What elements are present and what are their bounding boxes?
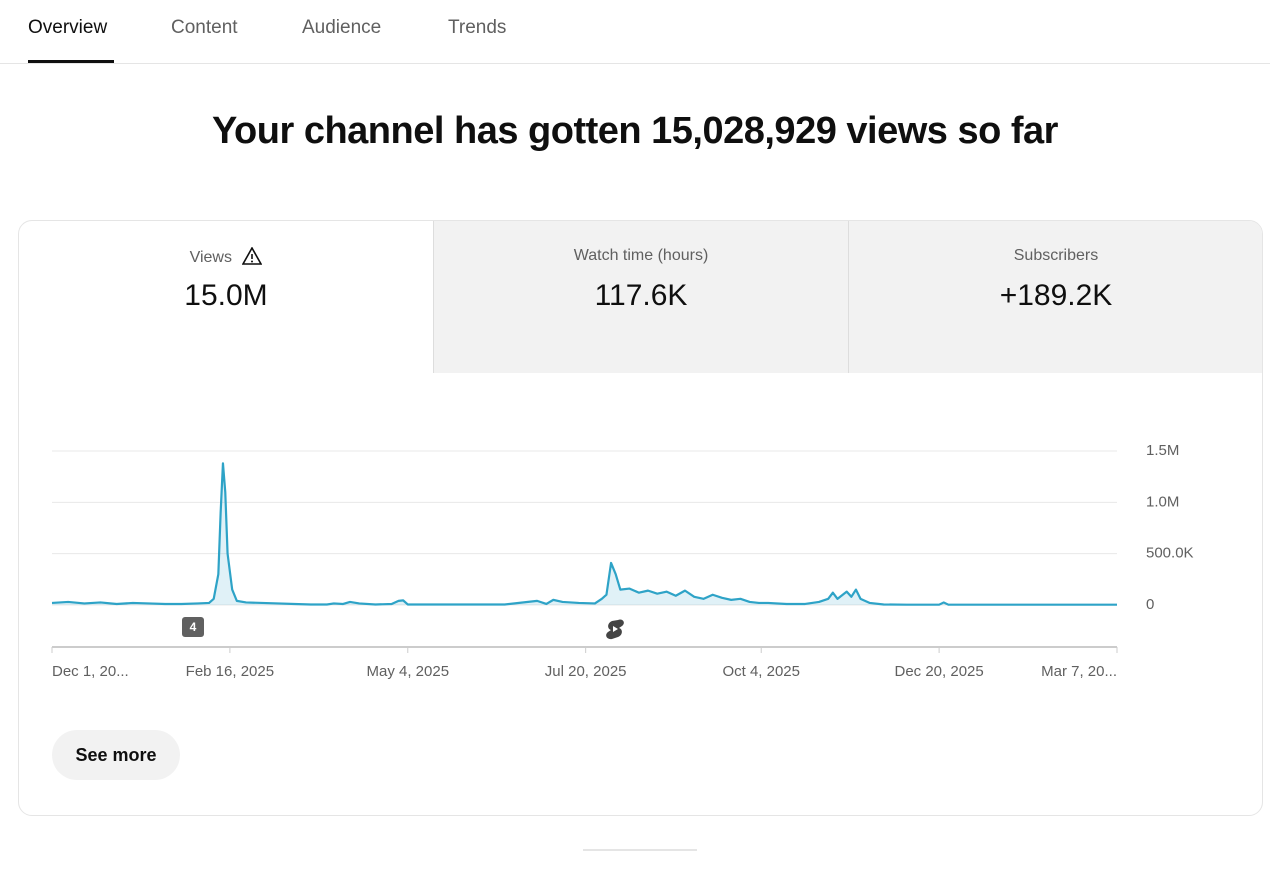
shorts-icon <box>606 619 624 640</box>
tab[interactable]: Content <box>171 17 238 38</box>
metric-value: +189.2K <box>999 279 1113 312</box>
warning-icon <box>242 246 263 265</box>
x-tick-label: Dec 20, 2025 <box>894 663 983 680</box>
line <box>51 462 1117 606</box>
metric-label-row: Views <box>19 246 433 267</box>
see-more-button[interactable]: See more <box>52 730 180 780</box>
annotation: 4 <box>182 617 204 637</box>
divider <box>0 63 1270 64</box>
y-tick-label: 1.0M <box>1146 493 1179 510</box>
x-tick-label: Mar 7, 20... <box>1041 663 1117 680</box>
tab[interactable]: Overview <box>28 17 108 38</box>
y-tick-label: 0 <box>1146 596 1154 613</box>
area <box>52 463 1117 605</box>
metric-label: Views <box>189 249 232 266</box>
annotation-box <box>182 617 204 637</box>
metric-value: 15.0M <box>184 279 268 312</box>
annotation-label: 4 <box>190 620 197 634</box>
metric-label: Subscribers <box>1013 247 1099 264</box>
card: Views 15.0M Watch time (hours) 117.6K Su… <box>18 220 1263 816</box>
heading: Your channel has gotten 15,028,929 views… <box>212 110 1058 152</box>
x-tick-label: Oct 4, 2025 <box>722 663 800 680</box>
metric-value: 117.6K <box>594 279 688 312</box>
tab[interactable]: Trends <box>448 17 507 38</box>
y-tick-label: 1.5M <box>1146 442 1179 459</box>
x-tick-label: May 4, 2025 <box>366 663 449 680</box>
metric-tab[interactable]: Subscribers +189.2K <box>848 221 1262 373</box>
chart: 0 500.0K 1.0M 1.5M Dec 1, 20... Feb 16, 2025 M… <box>51 442 1194 680</box>
tab[interactable]: Audience <box>302 17 382 38</box>
metric-tab[interactable]: Watch time (hours) 117.6K <box>433 221 848 373</box>
x-tick-label: Dec 1, 20... <box>52 663 129 680</box>
metric-label: Watch time (hours) <box>573 247 709 264</box>
x-tick-label: Jul 20, 2025 <box>545 663 627 680</box>
metric-tab[interactable]: Views 15.0M <box>19 221 433 373</box>
x-tick-label: Feb 16, 2025 <box>186 663 274 680</box>
y-tick-label: 500.0K <box>1146 545 1194 562</box>
scroll-indicator <box>583 849 697 851</box>
tab-underline <box>28 60 114 63</box>
